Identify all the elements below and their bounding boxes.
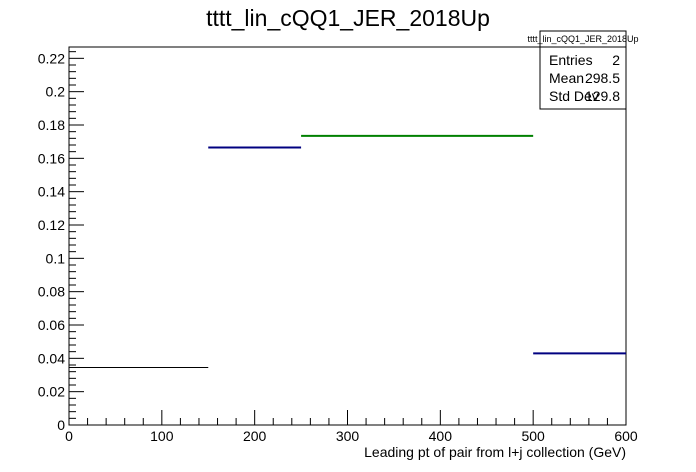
stats-entries-value: 2 (612, 52, 620, 68)
stats-entries-label: Entries (549, 52, 593, 68)
y-tick-label: 0.18 (38, 117, 65, 133)
x-tick-label: 200 (243, 428, 267, 444)
x-tick-label: 100 (150, 428, 174, 444)
stats-box-frame (539, 30, 627, 110)
stats-mean-label: Mean (549, 70, 584, 86)
stats-mean-value: 298.5 (585, 70, 620, 86)
y-tick-label: 0 (57, 417, 65, 433)
x-tick-label: 600 (614, 428, 638, 444)
chart-title: tttt_lin_cQQ1_JER_2018Up (206, 5, 490, 31)
y-tick-label: 0.12 (38, 217, 65, 233)
x-tick-label: 400 (429, 428, 453, 444)
stats-stddev-label: Std Dev (549, 88, 599, 104)
stats-title: tttt_lin_cQQ1_JER_2018Up (527, 34, 638, 44)
y-tick-label: 0.1 (46, 250, 66, 266)
y-tick-label: 0.02 (38, 384, 65, 400)
y-tick-label: 0.16 (38, 150, 65, 166)
x-tick-label: 0 (65, 428, 73, 444)
y-tick-label: 0.22 (38, 50, 65, 66)
y-tick-label: 0.14 (38, 184, 65, 200)
stats-box: tttt_lin_cQQ1_JER_2018Up Entries 2 Mean … (527, 30, 639, 110)
y-tick-label: 0.04 (38, 350, 65, 366)
x-tick-label: 300 (336, 428, 360, 444)
axis-ticks: 0 0.02 0.04 0.06 0.08 0.1 0.12 0.14 0.16 0.18 0.2 0… (38, 50, 638, 444)
y-tick-label: 0.06 (38, 317, 65, 333)
x-axis-label: Leading pt of pair from l+j collection (… (364, 444, 626, 460)
histogram-bins (69, 134, 626, 368)
stats-stddev-value: 129.8 (585, 88, 620, 104)
x-tick-label: 500 (521, 428, 545, 444)
y-tick-label: 0.2 (46, 84, 66, 100)
y-tick-label: 0.08 (38, 284, 65, 300)
